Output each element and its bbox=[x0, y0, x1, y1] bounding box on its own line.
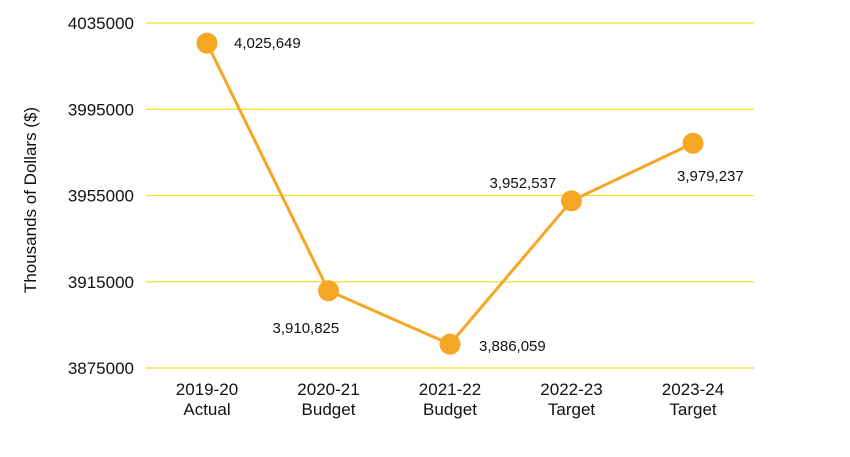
y-tick-label: 3955000 bbox=[68, 187, 134, 206]
data-point bbox=[439, 333, 461, 355]
data-label: 4,025,649 bbox=[234, 35, 301, 52]
data-label: 3,910,825 bbox=[273, 320, 340, 337]
series-line-layer bbox=[205, 42, 694, 346]
data-label: 3,952,537 bbox=[490, 175, 557, 192]
x-tick-label: 2020-21 Budget bbox=[297, 380, 359, 419]
y-axis-label: Thousands of Dollars ($) bbox=[21, 107, 40, 293]
series-markers bbox=[196, 32, 704, 355]
series-line bbox=[205, 42, 694, 346]
x-tick-label: 2022-23 Target bbox=[540, 380, 602, 419]
data-label: 3,979,237 bbox=[677, 168, 744, 185]
x-tick-label: 2021-22 Budget bbox=[419, 380, 481, 419]
x-tick-label: 2019-20 Actual bbox=[176, 380, 238, 419]
x-tick-label: 2023-24 Target bbox=[662, 380, 724, 419]
data-label: 3,886,059 bbox=[479, 338, 546, 355]
y-axis-ticks: 4035000 3995000 3955000 3915000 3875000 bbox=[68, 14, 134, 378]
y-tick-label: 4035000 bbox=[68, 14, 134, 33]
data-point bbox=[561, 190, 582, 212]
y-tick-label: 3995000 bbox=[68, 100, 134, 119]
x-axis-ticks: 2019-20 Actual 2020-21 Budget 2021-22 Budget 2… bbox=[176, 380, 724, 419]
y-tick-label: 3915000 bbox=[68, 273, 134, 292]
data-point bbox=[682, 132, 704, 154]
data-labels: 4,025,649 3,910,825 3,886,059 3,952,537 3,97… bbox=[234, 35, 744, 355]
data-point bbox=[196, 32, 218, 54]
data-point bbox=[318, 280, 339, 302]
y-tick-label: 3875000 bbox=[68, 359, 134, 378]
gridlines bbox=[146, 22, 754, 369]
